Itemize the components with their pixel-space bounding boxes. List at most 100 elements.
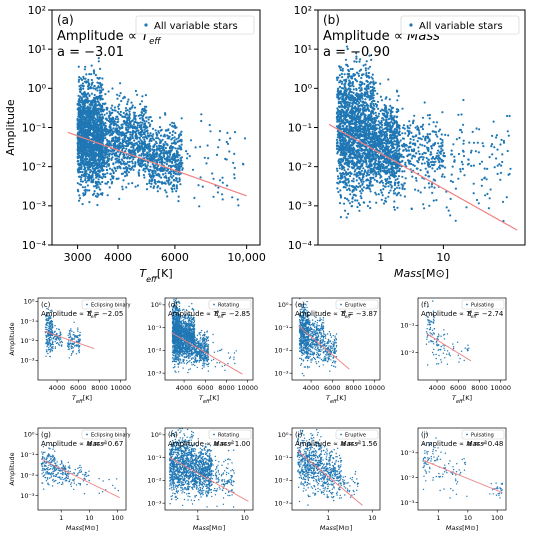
data-point	[366, 96, 370, 99]
data-point	[136, 150, 139, 153]
data-point	[359, 190, 362, 193]
data-point	[344, 111, 347, 114]
data-point	[113, 106, 116, 109]
panel-label: (a)	[57, 13, 74, 27]
data-point	[106, 194, 109, 197]
data-point	[373, 150, 376, 153]
data-point	[338, 158, 341, 161]
data-point	[125, 186, 128, 189]
data-point	[345, 90, 348, 93]
data-point	[122, 120, 125, 123]
data-point	[364, 101, 367, 104]
data-point	[143, 138, 146, 141]
data-point	[362, 73, 365, 76]
data-point	[138, 117, 142, 120]
data-point	[361, 173, 364, 176]
legend-marker	[144, 23, 148, 27]
data-point	[153, 144, 156, 147]
data-point	[348, 87, 351, 90]
data-point	[171, 176, 174, 179]
data-point	[98, 169, 101, 173]
data-point	[85, 146, 88, 149]
data-point	[106, 119, 109, 122]
x-tick-label: 3000	[64, 251, 92, 264]
data-point	[347, 168, 350, 171]
data-point	[134, 185, 137, 188]
data-point	[347, 83, 350, 86]
data-point	[100, 89, 103, 92]
data-point	[102, 173, 105, 176]
data-point	[171, 137, 174, 140]
data-point	[158, 147, 161, 150]
data-point	[371, 132, 374, 135]
data-point	[126, 139, 129, 142]
data-point	[101, 115, 104, 118]
y-tick-label: 10⁰	[28, 82, 47, 95]
data-point	[94, 125, 98, 128]
data-point	[92, 185, 96, 188]
data-point	[134, 118, 137, 121]
data-point	[341, 133, 344, 136]
data-point	[351, 94, 354, 97]
data-point	[88, 83, 91, 87]
data-point	[88, 126, 91, 129]
data-point	[105, 130, 108, 133]
data-point	[117, 130, 120, 133]
data-point	[149, 165, 152, 168]
data-point	[165, 163, 168, 166]
data-point	[344, 140, 347, 143]
data-point	[118, 126, 121, 129]
data-point	[339, 96, 342, 99]
data-point	[100, 168, 103, 171]
data-point	[111, 168, 114, 171]
data-point	[363, 118, 366, 121]
data-point	[370, 167, 373, 170]
data-point	[140, 111, 143, 114]
data-point	[131, 136, 134, 140]
data-point	[359, 132, 362, 135]
data-point	[137, 171, 140, 174]
data-point	[365, 174, 368, 177]
data-point	[164, 112, 167, 115]
data-point	[138, 149, 141, 152]
data-point	[215, 153, 219, 156]
data-point	[339, 189, 342, 192]
data-point	[367, 184, 370, 187]
data-point	[352, 88, 355, 91]
data-point	[377, 120, 380, 123]
data-point	[351, 143, 354, 146]
data-point	[357, 72, 360, 75]
data-point	[97, 103, 100, 107]
data-point	[97, 180, 100, 183]
data-point	[94, 103, 97, 106]
data-point	[359, 195, 362, 198]
data-point	[103, 108, 106, 111]
data-point	[355, 92, 358, 95]
data-point	[126, 160, 129, 164]
data-point	[78, 129, 81, 132]
data-point	[166, 155, 169, 158]
data-point	[81, 114, 84, 117]
data-point	[162, 151, 165, 155]
data-point	[348, 141, 351, 144]
data-point	[120, 99, 123, 103]
data-point	[142, 136, 145, 139]
data-point	[94, 88, 97, 91]
data-point	[367, 125, 370, 128]
data-point	[112, 130, 115, 133]
data-point	[97, 133, 100, 136]
data-point	[178, 179, 181, 183]
data-point	[353, 155, 356, 158]
data-point	[221, 176, 224, 179]
data-point	[92, 146, 95, 149]
data-point	[92, 127, 95, 130]
data-point	[108, 186, 111, 189]
data-point	[154, 171, 157, 174]
data-point	[93, 192, 96, 195]
data-point	[161, 138, 164, 141]
data-point	[369, 116, 372, 119]
data-point	[160, 158, 163, 161]
data-point	[79, 117, 82, 121]
data-point	[151, 137, 154, 140]
data-point	[355, 60, 358, 63]
